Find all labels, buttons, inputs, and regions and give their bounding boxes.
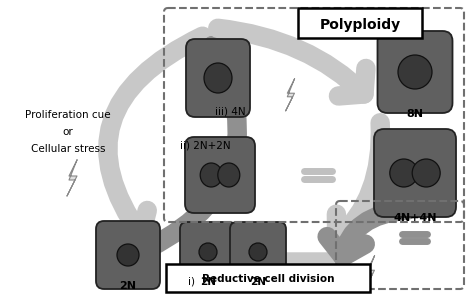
FancyBboxPatch shape	[374, 129, 456, 217]
Ellipse shape	[117, 244, 139, 266]
FancyBboxPatch shape	[377, 31, 453, 113]
FancyBboxPatch shape	[298, 8, 422, 38]
Ellipse shape	[412, 159, 440, 187]
Text: iii) 4N: iii) 4N	[215, 107, 246, 117]
FancyArrowPatch shape	[234, 243, 332, 281]
FancyArrowPatch shape	[337, 123, 381, 243]
Text: i): i)	[189, 277, 195, 287]
Text: Polyploidy: Polyploidy	[319, 18, 401, 32]
Ellipse shape	[199, 243, 217, 261]
Text: Proliferation cue: Proliferation cue	[25, 110, 111, 120]
Text: 8N: 8N	[407, 109, 423, 119]
Ellipse shape	[218, 163, 240, 187]
Ellipse shape	[398, 55, 432, 89]
Text: 2N: 2N	[200, 277, 216, 287]
FancyArrowPatch shape	[130, 46, 237, 257]
Text: Reductive cell division: Reductive cell division	[202, 274, 334, 284]
Polygon shape	[365, 256, 374, 288]
Text: 2N: 2N	[119, 281, 137, 291]
Polygon shape	[285, 79, 294, 111]
Ellipse shape	[390, 159, 418, 187]
Text: 2N: 2N	[250, 277, 266, 287]
Ellipse shape	[200, 163, 222, 187]
FancyArrowPatch shape	[327, 210, 407, 257]
Text: ii) 2N+2N: ii) 2N+2N	[180, 140, 230, 150]
FancyArrowPatch shape	[218, 28, 366, 96]
Text: Cellular stress: Cellular stress	[31, 144, 105, 154]
FancyBboxPatch shape	[230, 222, 286, 282]
Polygon shape	[67, 160, 77, 196]
Ellipse shape	[249, 243, 267, 261]
FancyBboxPatch shape	[180, 222, 236, 282]
Text: 4N+4N: 4N+4N	[393, 213, 437, 223]
Ellipse shape	[204, 63, 232, 93]
FancyBboxPatch shape	[185, 137, 255, 213]
FancyBboxPatch shape	[96, 221, 160, 289]
Text: or: or	[63, 127, 73, 137]
FancyBboxPatch shape	[166, 264, 370, 292]
FancyBboxPatch shape	[186, 39, 250, 117]
FancyArrowPatch shape	[108, 36, 202, 235]
